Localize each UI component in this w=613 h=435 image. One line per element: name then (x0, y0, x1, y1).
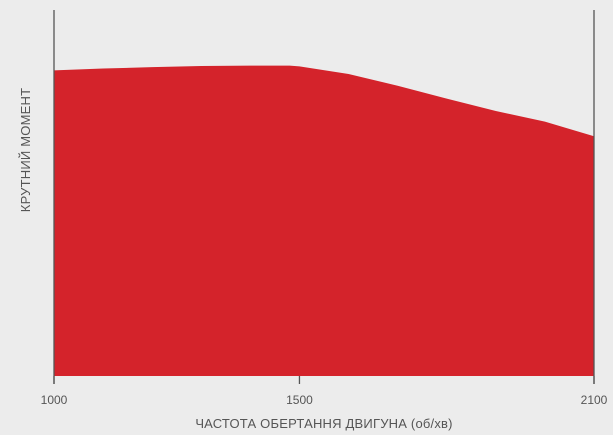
torque-area (54, 65, 594, 376)
y-axis-title: КРУТНИЙ МОМЕНТ (18, 88, 33, 212)
x-tick-label: 1000 (41, 393, 68, 407)
x-tick-label: 2100 (581, 393, 608, 407)
x-axis-title: ЧАСТОТА ОБЕРТАННЯ ДВИГУНА (об/хв) (195, 416, 452, 431)
x-tick-label: 1500 (286, 393, 313, 407)
